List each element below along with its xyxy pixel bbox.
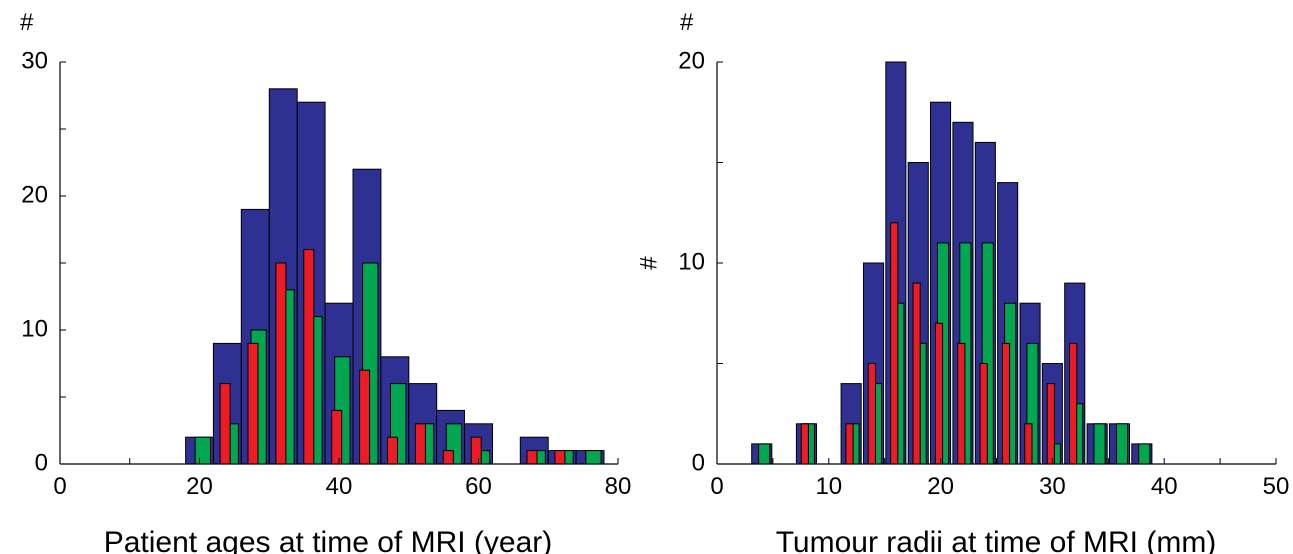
y-tick-label: 0 bbox=[35, 449, 48, 476]
y-tick-label: 10 bbox=[21, 315, 48, 342]
bar-green-38 bbox=[1138, 443, 1151, 465]
x-tick-label: 20 bbox=[186, 473, 213, 500]
bar-red-24 bbox=[979, 363, 988, 465]
bar-red-24 bbox=[219, 383, 231, 465]
bar-red-8 bbox=[800, 423, 809, 465]
bar-green-76 bbox=[585, 450, 602, 465]
age-histogram-bars bbox=[185, 88, 605, 465]
y-axis-side-label: # bbox=[635, 256, 662, 270]
bar-red-60 bbox=[470, 436, 482, 465]
bar-green-34 bbox=[1093, 423, 1106, 465]
x-tick-label: 80 bbox=[605, 473, 632, 500]
x-tick-label: 10 bbox=[815, 473, 842, 500]
bar-red-44 bbox=[359, 369, 371, 465]
bar-red-36 bbox=[303, 249, 315, 465]
x-axis-title: Tumour radii at time of MRI (mm) bbox=[776, 526, 1217, 554]
x-tick-label: 30 bbox=[1039, 473, 1066, 500]
x-tick-label: 0 bbox=[710, 473, 723, 500]
x-tick-label: 50 bbox=[1263, 473, 1290, 500]
bar-red-56 bbox=[442, 450, 454, 465]
bar-red-72 bbox=[554, 450, 566, 465]
y-axis-label: # bbox=[680, 9, 694, 36]
bar-red-28 bbox=[247, 342, 259, 465]
radius-histogram-panel: 0 10 20 0 10 20 30 40 50 # # Tumour radii at tim… bbox=[635, 9, 1289, 554]
bar-red-32 bbox=[1069, 342, 1078, 465]
bar-red-48 bbox=[387, 436, 398, 465]
radius-histogram-ticks: 0 10 20 0 10 20 30 40 50 bbox=[678, 47, 1289, 500]
y-tick-label: 20 bbox=[21, 181, 48, 208]
age-histogram-ticks: 0 10 20 30 0 20 40 60 80 bbox=[21, 47, 631, 500]
bar-green-36 bbox=[1115, 423, 1129, 465]
y-tick-label: 30 bbox=[21, 47, 48, 74]
bar-red-14 bbox=[867, 363, 876, 465]
bar-green-20 bbox=[194, 436, 211, 465]
bar-red-30 bbox=[1046, 383, 1055, 465]
x-tick-label: 40 bbox=[1151, 473, 1178, 500]
bar-red-20 bbox=[934, 322, 944, 465]
x-tick-label: 20 bbox=[927, 473, 954, 500]
bar-green-4 bbox=[758, 443, 771, 465]
x-tick-label: 0 bbox=[53, 473, 66, 500]
bar-red-32 bbox=[275, 262, 287, 465]
x-axis-title: Patient ages at time of MRI (year) bbox=[104, 526, 553, 554]
x-tick-label: 60 bbox=[465, 473, 492, 500]
radius-histogram-bars bbox=[751, 61, 1153, 465]
y-tick-label: 10 bbox=[678, 248, 705, 275]
radius-histogram-axes bbox=[716, 62, 1276, 465]
bar-red-16 bbox=[890, 222, 899, 465]
age-histogram-panel: 0 10 20 30 0 20 40 60 80 # Patient ages at time … bbox=[20, 9, 631, 554]
x-tick-label: 40 bbox=[326, 473, 353, 500]
bar-red-28 bbox=[1024, 423, 1033, 465]
y-tick-label: 20 bbox=[678, 47, 705, 74]
bar-red-68 bbox=[526, 450, 538, 465]
bar-red-26 bbox=[1001, 342, 1011, 465]
y-tick-label: 0 bbox=[692, 449, 705, 476]
bar-red-22 bbox=[957, 342, 966, 465]
bar-red-12 bbox=[845, 423, 854, 465]
y-axis-label: # bbox=[20, 9, 34, 36]
bar-red-52 bbox=[414, 423, 426, 465]
bar-red-40 bbox=[331, 409, 343, 465]
bar-red-18 bbox=[912, 282, 921, 465]
